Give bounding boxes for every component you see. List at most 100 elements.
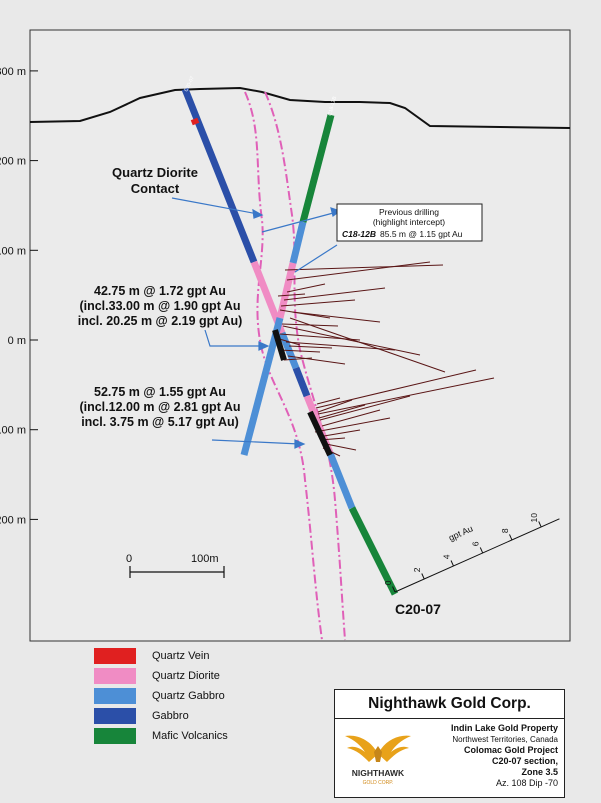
scale-bar xyxy=(129,566,225,578)
zone-name: Zone 3.5 xyxy=(521,767,558,777)
grade-bar xyxy=(318,404,366,419)
grade-bar xyxy=(321,409,381,427)
grade-bar xyxy=(317,377,495,415)
quartz-vein-segment xyxy=(190,117,200,126)
grade-tick-label: 6 xyxy=(471,541,481,546)
grade-bar xyxy=(323,429,361,437)
grade-tick xyxy=(392,586,396,593)
grade-bar xyxy=(278,349,321,353)
hole-id-label: C20-07 xyxy=(395,601,441,617)
previous-drilling-box: Previous drilling (highlight intercept) … xyxy=(336,203,483,242)
grade-bar xyxy=(282,325,421,356)
grade-tick xyxy=(509,534,513,541)
company-logo: NIGHTHAWK GOLD CORP. xyxy=(345,735,411,786)
company-name: Nighthawk Gold Corp. xyxy=(335,690,564,719)
scale-end: 100m xyxy=(191,553,219,565)
intercept2-line3: incl. 3.75 m @ 5.17 gpt Au) xyxy=(81,415,239,429)
legend-swatch xyxy=(94,688,136,704)
grade-bar xyxy=(289,317,446,373)
c20-07-gabbro xyxy=(181,87,258,264)
legend-label: Quartz Diorite xyxy=(152,670,220,682)
diorite-contact-lines xyxy=(244,91,346,641)
legend-swatch xyxy=(94,728,136,744)
legend-item: Quartz Vein xyxy=(94,648,209,664)
legend-label: Quartz Vein xyxy=(152,650,210,662)
grade-bar xyxy=(286,283,326,293)
intercept1-marker xyxy=(272,329,287,361)
grade-bar xyxy=(291,311,381,323)
prev-hole: C18-12B xyxy=(342,229,376,239)
intercept1-line1: 42.75 m @ 1.72 gpt Au xyxy=(94,284,226,298)
c20-07-mafic-volcanics xyxy=(348,506,399,596)
grade-bar xyxy=(316,397,341,405)
leader-lines xyxy=(171,197,342,449)
contact-label-line2: Contact xyxy=(131,181,180,196)
c18-12b-quartz-gabbro-lower xyxy=(240,317,284,456)
grade-bar xyxy=(315,369,477,409)
c18-12b-quartz-gabbro xyxy=(289,221,307,264)
elevation-axis: 400 m300 m200 m100 m0 m-100 m-200 m xyxy=(0,66,38,526)
grade-tick xyxy=(450,560,454,567)
intercept1-line2: (incl.33.00 m @ 1.90 gpt Au xyxy=(79,299,240,313)
grade-bar xyxy=(314,417,391,433)
grade-tick xyxy=(479,547,484,554)
grade-bar xyxy=(284,264,444,271)
elevation-tick-label: 200 m xyxy=(0,156,26,168)
grade-histogram xyxy=(275,261,495,457)
grade-bar xyxy=(280,299,356,307)
collar-label-right: C18-12B xyxy=(327,95,338,116)
grade-bar xyxy=(317,399,353,413)
grade-tick-label: 4 xyxy=(441,554,451,559)
grade-bar xyxy=(285,341,396,351)
grade-tick xyxy=(538,521,542,528)
location: Northwest Territories, Canada xyxy=(452,735,558,744)
intercept2-line1: 52.75 m @ 1.55 gpt Au xyxy=(94,385,226,399)
elevation-tick-label: 300 m xyxy=(0,66,26,78)
grade-tick xyxy=(421,573,425,580)
grade-bar xyxy=(283,357,313,361)
elevation-tick-label: -100 m xyxy=(0,425,26,437)
topography-line xyxy=(29,86,571,129)
elevation-tick-label: 0 m xyxy=(8,335,26,347)
legend-item: Gabbro xyxy=(94,708,189,724)
legend-swatch xyxy=(94,708,136,724)
grade-bar xyxy=(279,309,331,319)
grade-bar xyxy=(286,261,431,281)
project-name: Colomac Gold Project xyxy=(463,745,558,755)
c18-12b-mafic-volcanics xyxy=(299,114,335,223)
grade-bar xyxy=(287,355,346,365)
legend-label: Gabbro xyxy=(152,710,189,722)
legend-swatch xyxy=(94,668,136,684)
prev-value: 85.5 m @ 1.15 gpt Au xyxy=(380,229,463,239)
grade-tick-label: 10 xyxy=(529,513,539,523)
intercept2-line2: (incl.12.00 m @ 2.81 gpt Au xyxy=(79,400,240,414)
grade-bar xyxy=(283,287,386,301)
c18-12b-diorite xyxy=(276,262,297,319)
grade-bar xyxy=(319,395,411,421)
scale-start: 0 xyxy=(126,553,132,565)
logo-text: NIGHTHAWK xyxy=(352,768,405,778)
legend-label: Mafic Volcanics xyxy=(152,730,228,742)
contact-label-line1: Quartz Diorite xyxy=(112,165,198,180)
title-block: Nighthawk Gold Corp. NIGHTHAWK GOLD CORP… xyxy=(334,689,565,798)
grade-bar xyxy=(325,443,357,451)
c20-07-gabbro-mid xyxy=(292,366,311,398)
legend-item: Quartz Gabbro xyxy=(94,688,225,704)
prev-title2: (highlight intercept) xyxy=(373,217,445,227)
grade-tick-label: 2 xyxy=(412,567,422,572)
legend-item: Mafic Volcanics xyxy=(94,728,228,744)
elevation-tick-label: -200 m xyxy=(0,514,26,526)
grade-bar xyxy=(277,293,306,297)
logo-subtext: GOLD CORP. xyxy=(363,780,394,786)
legend-item: Quartz Diorite xyxy=(94,668,220,684)
elevation-tick-label: 100 m xyxy=(0,245,26,257)
legend-swatch xyxy=(94,648,136,664)
property-name: Indin Lake Gold Property xyxy=(450,723,558,733)
legend-label: Quartz Gabbro xyxy=(152,690,225,702)
azimuth-dip: Az. 108 Dip -70 xyxy=(495,778,558,788)
intercept2-marker xyxy=(307,410,333,457)
prev-title1: Previous drilling xyxy=(379,207,439,217)
grade-bar xyxy=(288,345,333,349)
c20-07-quartz-gabbro-lower xyxy=(326,451,356,510)
